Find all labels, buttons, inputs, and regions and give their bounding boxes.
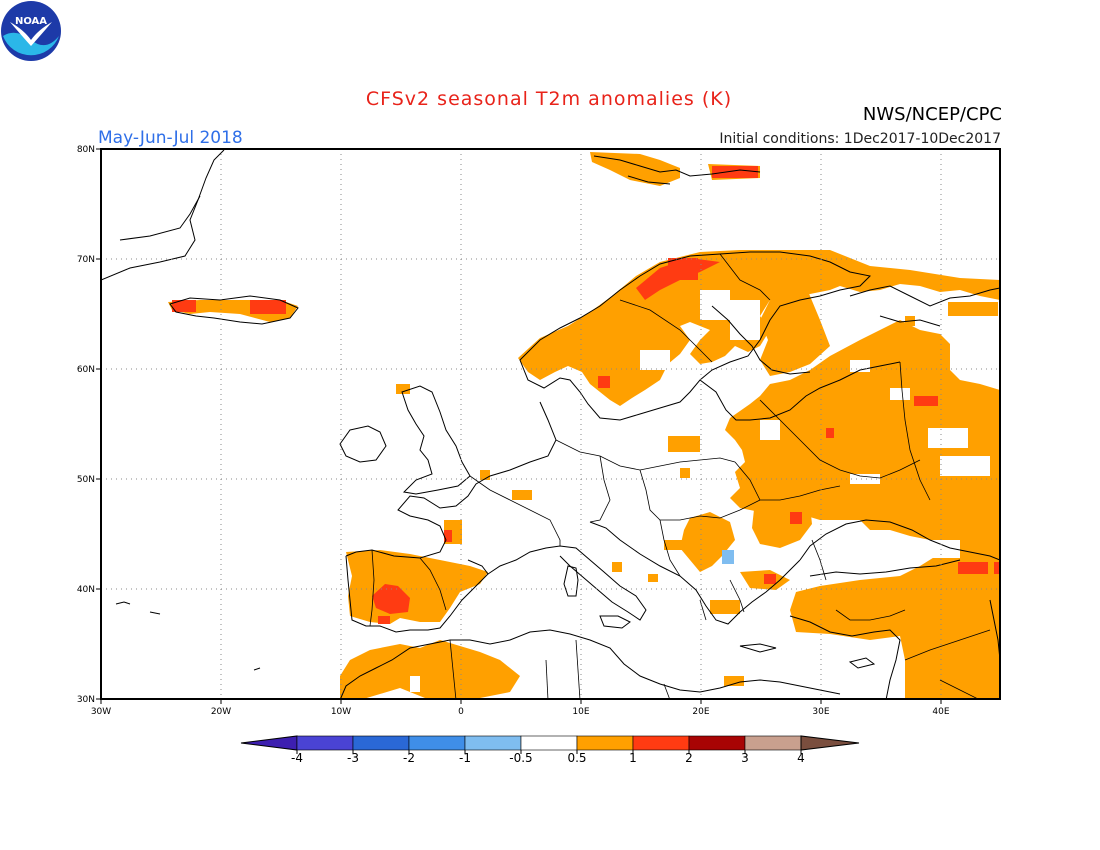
forecast-period: May-Jun-Jul 2018 [98,128,243,148]
logo-text: NOAA [15,16,47,27]
colorbar-label: 0.5 [567,751,586,765]
colorbar-label: 1 [629,751,637,765]
lat-ticks [96,148,101,700]
colorbar-swatch [352,735,410,751]
colorbar-swatch [576,735,634,751]
anomaly-shading-red [172,166,1000,624]
lat-label: 50N [77,475,95,485]
chart-title: CFSv2 seasonal T2m anomalies (K) [365,88,733,110]
colorbar-label: -3 [347,751,359,765]
colorbar-arrow-right [800,735,860,751]
colorbar-label: 3 [741,751,749,765]
lon-label: 0 [458,707,464,717]
lat-label: 70N [77,255,95,265]
map-frame [100,148,1001,700]
coastlines [101,149,1000,699]
initial-conditions: Initial conditions: 1Dec2017-10Dec2017 [719,131,1001,147]
colorbar-label: -1 [459,751,471,765]
colorbar-swatch [296,735,354,751]
colorbar-swatch [520,735,578,751]
colorbar-labels: -4 -3 -2 -1 -0.5 0.5 1 2 3 4 [291,751,805,765]
near-normal-holes [410,290,990,692]
colorbar-arrow-left [240,735,298,751]
lon-label: 40E [932,707,949,717]
lon-label: 30W [91,707,111,717]
anomaly-shading-lightblue [722,550,734,564]
agency-label: NWS/NCEP/CPC [862,104,1002,125]
lat-label: 40N [77,585,95,595]
noaa-logo: NOAA [1,1,61,61]
lat-label: 60N [77,365,95,375]
lat-label: 80N [77,145,95,155]
colorbar-label: -2 [403,751,415,765]
map-area [101,149,1000,699]
lon-label: 10E [572,707,589,717]
colorbar-label: 2 [685,751,693,765]
colorbar [240,735,860,754]
colorbar-swatch [408,735,466,751]
lon-label: 20E [692,707,709,717]
lat-tick-labels: 80N 70N 60N 50N 40N 30N [77,145,95,705]
colorbar-label: -4 [291,751,303,765]
colorbar-label: -0.5 [509,751,532,765]
lon-label: 20W [211,707,231,717]
lon-label: 30E [812,707,829,717]
country-borders [369,253,991,699]
lon-ticks [100,699,942,704]
colorbar-swatch [744,735,802,751]
colorbar-label: 4 [797,751,805,765]
colorbar-swatch [464,735,522,751]
lat-lon-grid [101,149,1000,699]
colorbar-swatch [632,735,690,751]
lat-label: 30N [77,695,95,705]
lon-label: 10W [331,707,351,717]
lon-tick-labels: 30W 20W 10W 0 10E 20E 30E 40E [91,707,950,717]
colorbar-swatch [688,735,746,751]
